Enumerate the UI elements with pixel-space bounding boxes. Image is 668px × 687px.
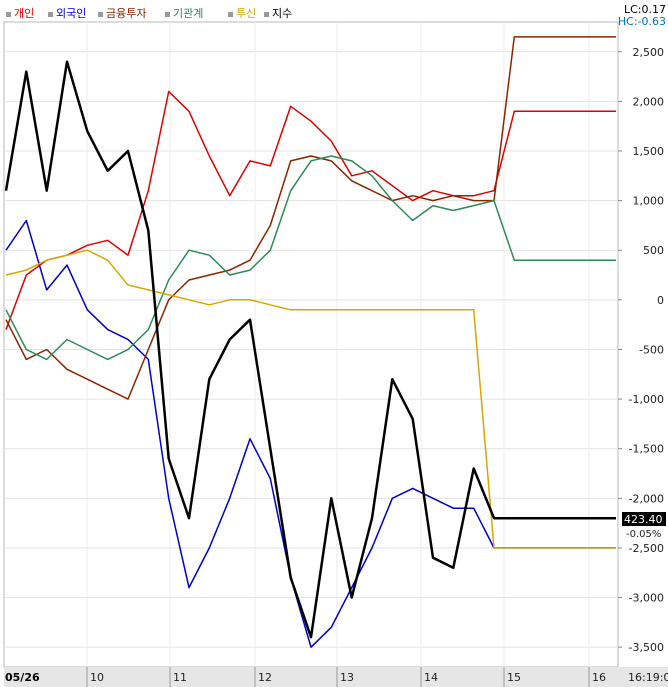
legend-label: 지수: [272, 7, 293, 20]
y-tick-label: -1,500: [629, 443, 664, 456]
x-tick-label: 05/26: [5, 671, 40, 684]
plot-border: [3, 21, 619, 668]
legend-swatch-icon: [165, 11, 170, 17]
series-line: [4, 60, 616, 639]
legend-item[interactable]: 지수: [264, 5, 292, 21]
legend-item[interactable]: 투신: [228, 5, 256, 21]
x-axis: 05/26 10 11 12 13 14 15 16 16:19:0: [4, 667, 668, 687]
y-tick-label: -2,500: [629, 542, 664, 555]
legend-swatch-icon: [98, 11, 103, 17]
x-tick-label: 16: [592, 671, 606, 684]
legend-swatch-icon: [48, 11, 53, 17]
y-tick-label: 0: [657, 294, 664, 307]
y-tick-label: 2,000: [633, 95, 665, 108]
index-tag-box: [622, 512, 666, 526]
legend-label: 개인: [14, 7, 35, 20]
y-tick-label: -500: [639, 343, 664, 356]
y-tick-label: 1,500: [633, 145, 665, 158]
legend-label: 투신: [236, 7, 257, 20]
y-tick-label: 500: [643, 244, 664, 257]
x-tick-label: 16:19:0: [628, 671, 668, 684]
legend-swatch-icon: [6, 11, 11, 17]
x-tick-label: 15: [507, 671, 521, 684]
series-line: [5, 90, 616, 330]
y-tick-label: 2,500: [633, 46, 665, 59]
legend-label: 기관계: [173, 7, 204, 20]
x-tick-label: 14: [424, 671, 438, 684]
x-tick-label: 12: [258, 671, 272, 684]
pct-tag-text: -0.05%: [626, 529, 661, 540]
series-line: [5, 249, 616, 549]
y-tick-label: -3,500: [629, 641, 664, 654]
legend-swatch-icon: [228, 11, 233, 17]
x-tick-label: 13: [340, 671, 354, 684]
lc-readout: LC:0.17: [623, 3, 666, 16]
y-tick-label: -1,000: [629, 393, 664, 406]
y-tick-label: -2,000: [629, 492, 664, 505]
series-line: [5, 36, 616, 400]
series-layer: [4, 36, 616, 648]
legend-label: 금융투자: [106, 7, 147, 20]
index-value-tag: 423.40: [622, 512, 666, 526]
legend-swatch-icon: [264, 11, 269, 17]
legend-item[interactable]: 기관계: [165, 5, 203, 21]
legend-item[interactable]: 외국인: [48, 5, 86, 21]
index-tag-text: 423.40: [624, 513, 663, 526]
y-tick-label: 1,000: [633, 195, 665, 208]
legend-item[interactable]: 개인: [6, 5, 34, 21]
x-tick-label: 10: [90, 671, 104, 684]
series-line: [5, 155, 616, 361]
y-axis: 2,500 2,000 1,500 1,000 500 0 -500 -1,000 -1,500…: [618, 46, 664, 654]
y-tick-label: -3,000: [629, 592, 664, 605]
hc-readout: HC:-0.63: [617, 15, 666, 28]
legend-label: 외국인: [56, 7, 87, 20]
x-tick-label: 11: [173, 671, 187, 684]
legend-item[interactable]: 금융투자: [98, 5, 146, 21]
